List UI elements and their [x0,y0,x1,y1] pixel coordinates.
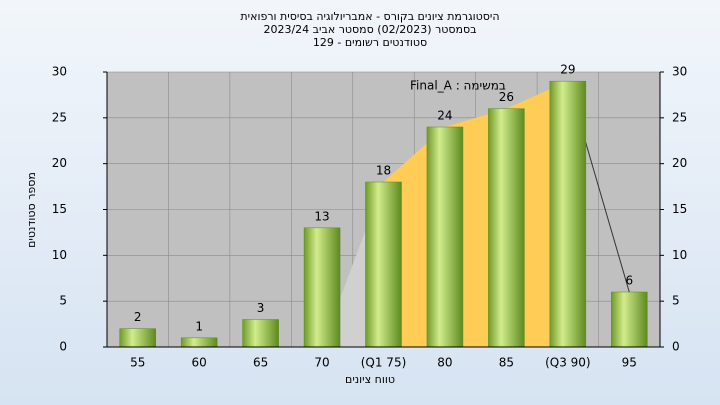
x-tick-label: 65 [253,356,268,370]
x-axis-label: טווח ציונים [345,373,395,386]
annotation: במשימה : Final_A [410,79,506,93]
value-label: 26 [499,90,514,104]
y-tick-label: 25 [52,110,67,124]
y2-tick-label: 25 [672,110,687,124]
value-label: 1 [195,319,203,333]
title-line: היסטוגרמת ציונים בקורס - אמבריולוגיה בסי… [240,10,499,23]
x-tick-label: (Q3 90) [545,356,591,370]
y-tick-label: 0 [59,340,67,354]
bar [119,328,156,348]
x-tick-label: 70 [314,356,329,370]
bar [549,80,587,348]
title-line: סטודנטים רשומים - 129 [313,36,427,49]
y2-tick-label: 10 [672,248,687,262]
value-label: 6 [625,274,633,288]
y-tick-label: 30 [52,65,67,79]
value-label: 24 [437,109,452,123]
y-axis-label: מספר סטודנטים [25,172,38,248]
y2-tick-label: 0 [672,340,680,354]
value-label: 18 [376,164,391,178]
value-label: 13 [314,209,329,223]
value-label: 2 [134,310,142,324]
bar [242,319,279,348]
value-label: 29 [560,63,575,77]
x-tick-label: 60 [192,356,207,370]
y2-tick-label: 15 [672,202,687,216]
bar [365,181,402,348]
x-tick-label: 95 [622,356,637,370]
title-line: בסמסטר (02/2023) סמסטר אביב 2023/24 [263,23,476,36]
bar [426,126,464,348]
bar [611,291,648,348]
y2-tick-label: 20 [672,156,687,170]
bar [303,227,341,348]
y-tick-label: 5 [59,294,67,308]
x-tick-label: 85 [499,356,514,370]
y2-tick-label: 5 [672,294,680,308]
value-label: 3 [257,301,265,315]
x-tick-label: 80 [437,356,452,370]
x-tick-label: (Q1 75) [361,356,407,370]
bar [180,337,218,348]
x-tick-label: 55 [130,356,145,370]
bar [488,108,525,348]
y-tick-label: 15 [52,202,67,216]
y-tick-label: 10 [52,248,67,262]
y2-tick-label: 30 [672,65,687,79]
y-tick-label: 20 [52,156,67,170]
